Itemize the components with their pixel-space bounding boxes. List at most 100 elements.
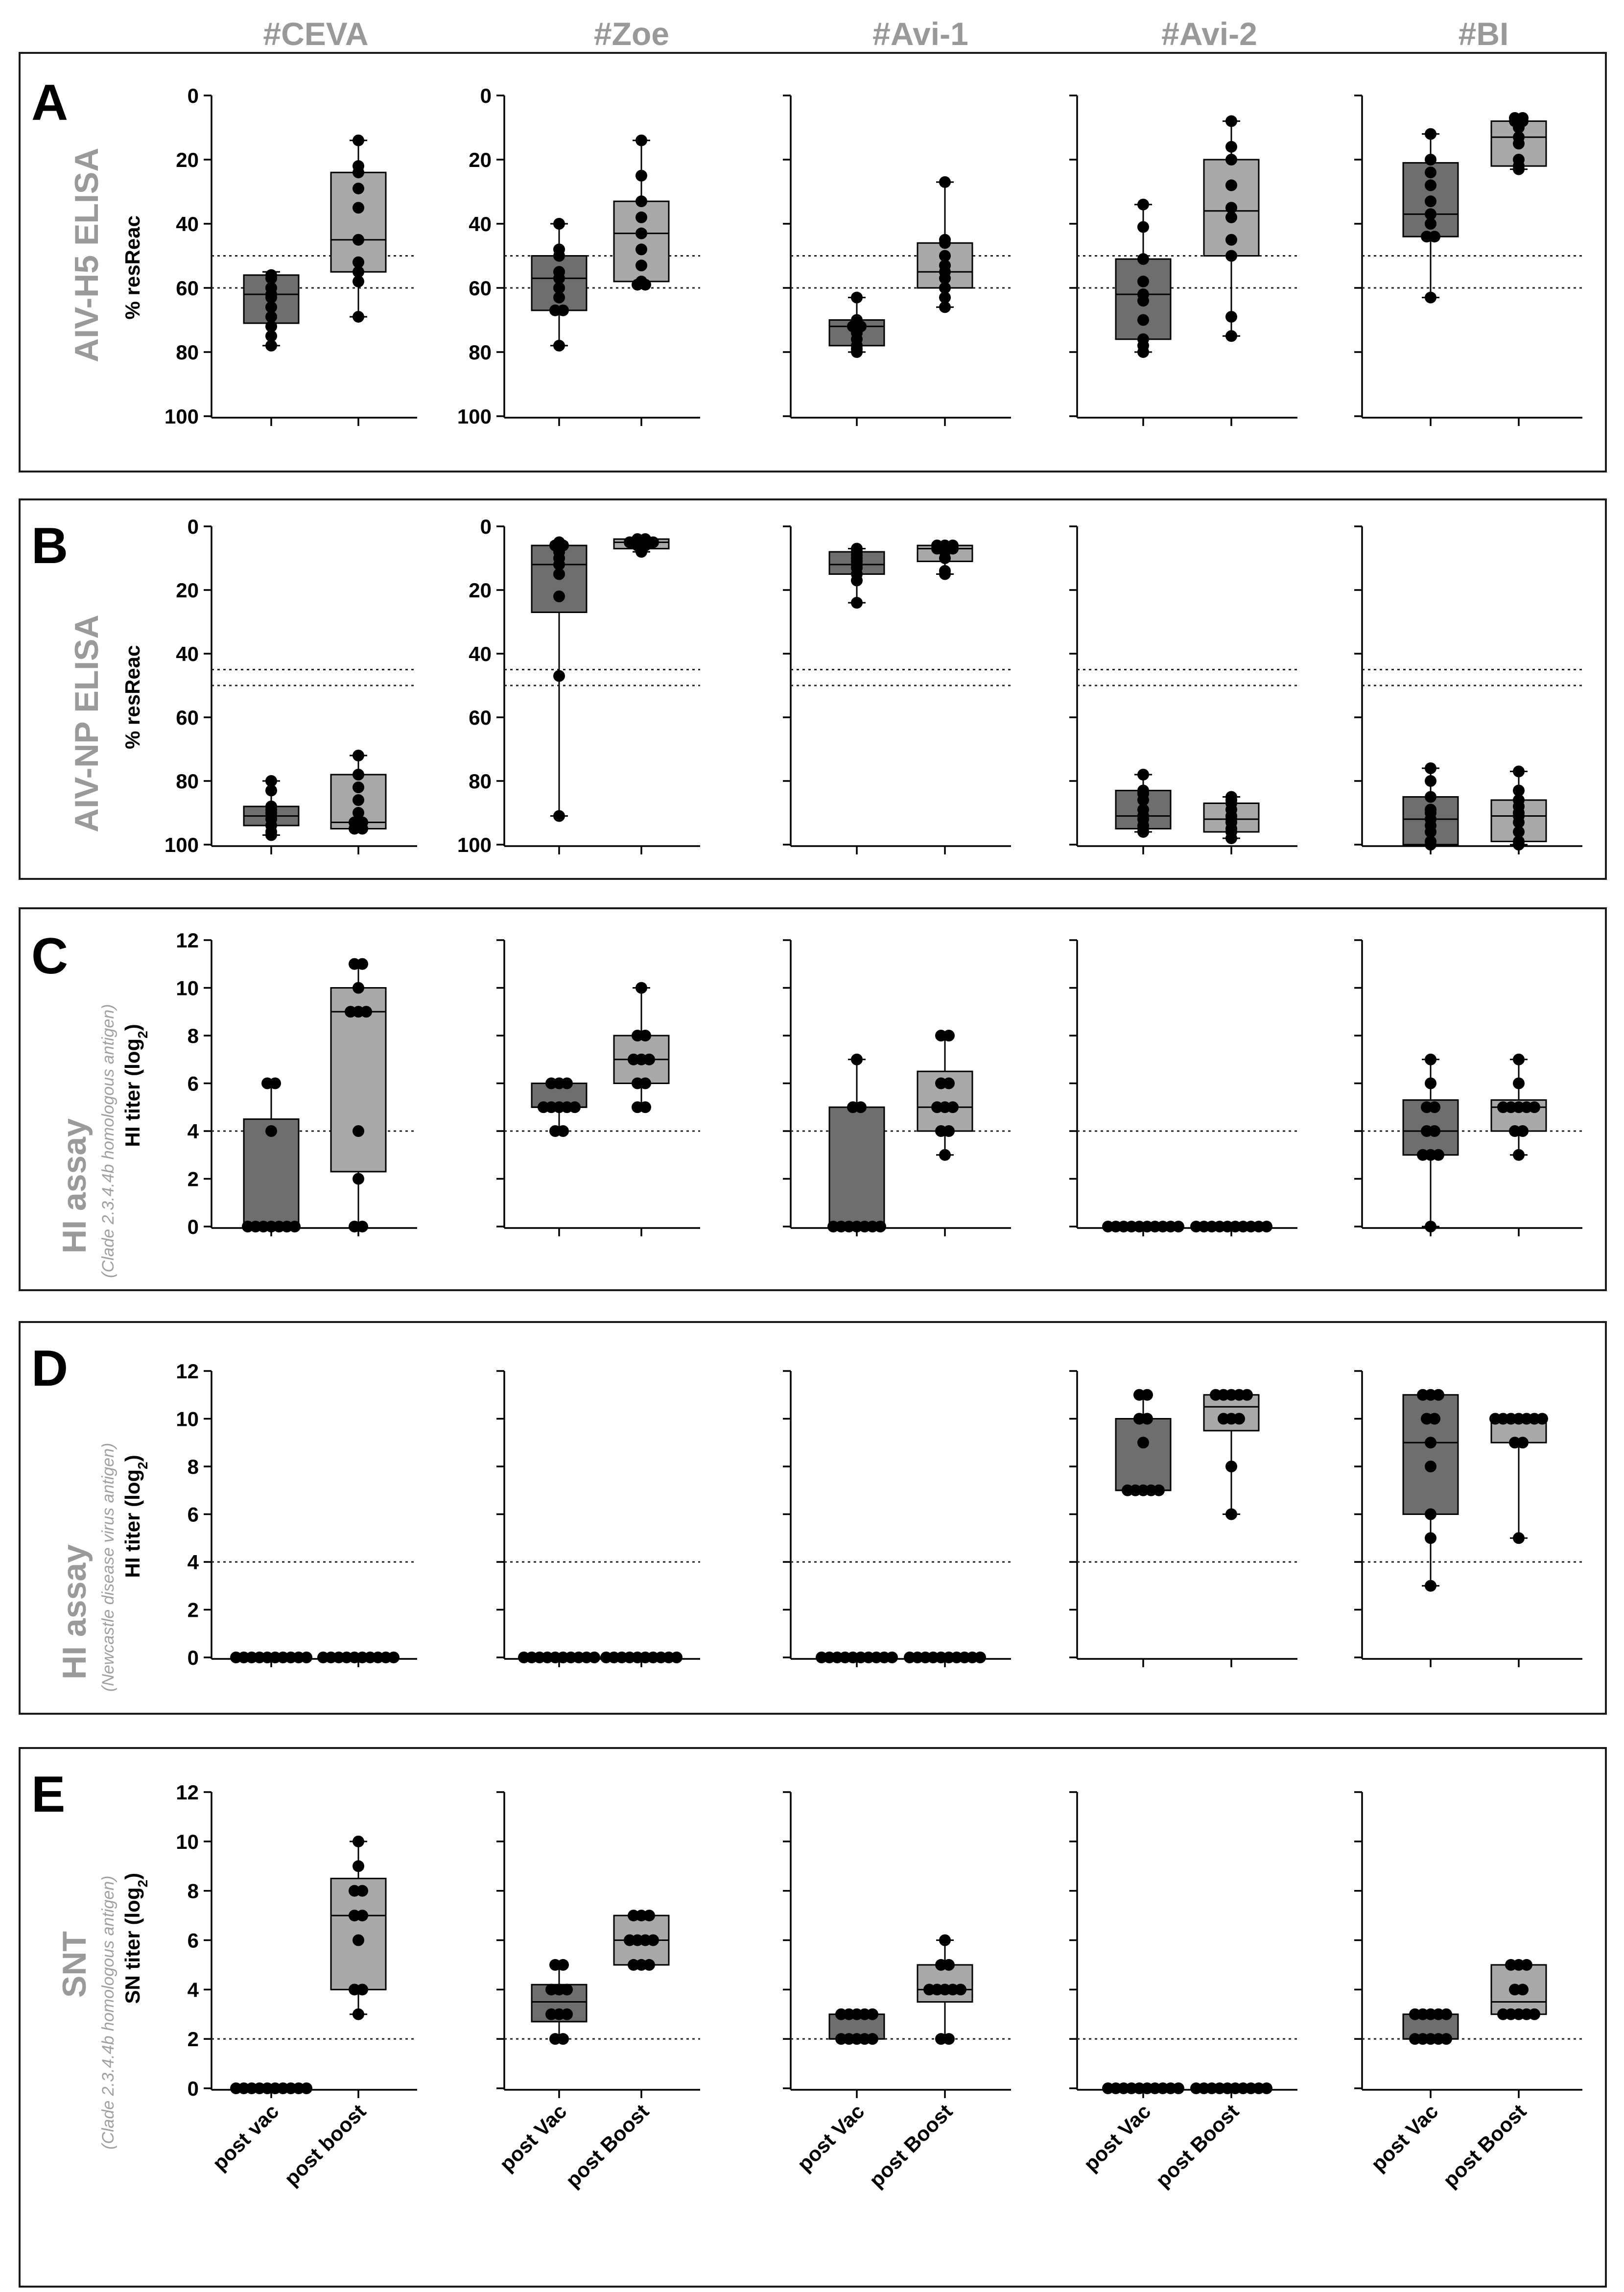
data-point: [943, 1125, 955, 1137]
data-point: [1137, 769, 1149, 780]
subplot-ceva: 0 2 4 6 8 10 12: [176, 929, 417, 1238]
panel-title: HI assay: [56, 1544, 93, 1679]
data-point: [1425, 1532, 1436, 1544]
data-point: [1425, 1077, 1436, 1089]
data-point: [939, 301, 951, 313]
y-tick-label: 100: [165, 405, 199, 428]
iqr-box: [828, 1106, 885, 1228]
data-point: [1225, 115, 1237, 127]
y-tick-label: 12: [176, 929, 199, 952]
data-point: [553, 282, 565, 294]
data-point: [353, 750, 364, 761]
panel-d: D HI assay (Newcastle disease virus anti…: [19, 1321, 1607, 1715]
box-post-boost: post Boost: [865, 1934, 973, 2192]
data-point: [1513, 765, 1525, 778]
data-point: [639, 1101, 651, 1113]
panel-subtitle: (Newcastle disease virus antigen): [99, 1443, 118, 1692]
y-axis-label: HI titer (log2): [121, 1455, 150, 1578]
data-point: [356, 1221, 368, 1232]
data-point: [353, 1125, 364, 1137]
data-point: [1425, 154, 1436, 165]
y-tick-label: 40: [469, 213, 492, 236]
iqr-box: [330, 1877, 387, 1990]
box-post-boost: [1490, 1053, 1547, 1236]
data-point: [1261, 1221, 1272, 1232]
data-point: [1425, 208, 1436, 220]
box-post-vac: [243, 775, 300, 854]
data-point: [1429, 1413, 1440, 1425]
panel-subtitle: (Clade 2.3.4.4b homologous antigen): [99, 1004, 118, 1278]
data-point: [1517, 1125, 1529, 1137]
box-post-vac: [531, 536, 588, 854]
iqr-box: [1203, 1394, 1260, 1432]
data-point: [353, 266, 364, 278]
data-point: [557, 2033, 569, 2045]
subplot-bi: [1354, 95, 1582, 426]
data-point: [1137, 221, 1149, 233]
data-point: [1233, 1413, 1245, 1425]
data-point: [1225, 202, 1237, 214]
y-tick-label: 20: [176, 579, 199, 602]
data-point: [1425, 791, 1436, 803]
subplot-bi: [1354, 525, 1582, 854]
data-point: [353, 769, 364, 780]
data-point: [265, 291, 277, 304]
data-point: [356, 958, 368, 970]
panel-frame: [19, 1747, 1607, 2288]
panel-letter: B: [31, 518, 68, 574]
data-point: [1425, 218, 1436, 230]
data-point: [1137, 198, 1149, 211]
data-point: [1425, 1221, 1436, 1232]
panel-frame: [19, 907, 1607, 1291]
data-point: [1513, 1532, 1525, 1544]
data-point: [939, 552, 951, 564]
y-tick-label: 60: [469, 277, 492, 300]
data-point: [874, 1221, 886, 1232]
data-point: [851, 597, 863, 609]
y-tick-label: 100: [457, 405, 492, 428]
data-point: [1141, 1413, 1153, 1425]
y-tick-label: 0: [188, 1215, 199, 1238]
box-post-boost: [330, 958, 387, 1236]
y-axis-label-subscript: 2: [135, 1462, 150, 1469]
y-tick-label: 0: [480, 84, 492, 107]
data-point: [635, 169, 647, 182]
box-post-boost: [1490, 112, 1547, 426]
data-point: [356, 1885, 368, 1897]
y-tick-label: 60: [176, 277, 199, 300]
data-point: [955, 1984, 966, 1996]
data-point: [1137, 1437, 1149, 1449]
data-point: [353, 1860, 364, 1872]
box-post-boost: [330, 750, 387, 854]
data-point: [635, 134, 647, 146]
data-point: [265, 310, 277, 323]
data-point: [265, 320, 277, 332]
y-axis-label-close: ): [121, 1873, 144, 1880]
data-point: [1440, 2033, 1452, 2045]
y-axis-label-subscript: 2: [135, 1031, 150, 1039]
box-post-vac: post Vac: [1366, 2008, 1459, 2176]
box-post-vac: [1115, 1389, 1172, 1667]
data-point: [1141, 1389, 1153, 1401]
box-post-boost: [330, 134, 387, 426]
data-point: [353, 310, 364, 323]
y-tick-label: 2: [188, 2028, 199, 2051]
data-point: [1225, 234, 1237, 246]
iqr-box: [1115, 1418, 1172, 1491]
data-point: [1425, 1508, 1436, 1520]
data-point: [265, 330, 277, 342]
box-post-vac: [230, 1652, 312, 1667]
data-point: [353, 2008, 364, 2020]
subplot-avi-2: [1069, 939, 1297, 1236]
y-tick-label: 80: [176, 770, 199, 793]
column-header-avi-2: #Avi-2: [1161, 16, 1257, 52]
data-point: [553, 291, 565, 304]
y-tick-label: 100: [457, 833, 492, 856]
data-point: [643, 1959, 655, 1971]
column-header-bi: #BI: [1459, 16, 1509, 52]
subplot-ceva: 0 20 40 60 80 100: [165, 84, 417, 428]
data-point: [1513, 1149, 1525, 1161]
data-point: [353, 134, 364, 146]
data-point: [265, 1125, 277, 1137]
data-point: [1425, 1437, 1436, 1449]
